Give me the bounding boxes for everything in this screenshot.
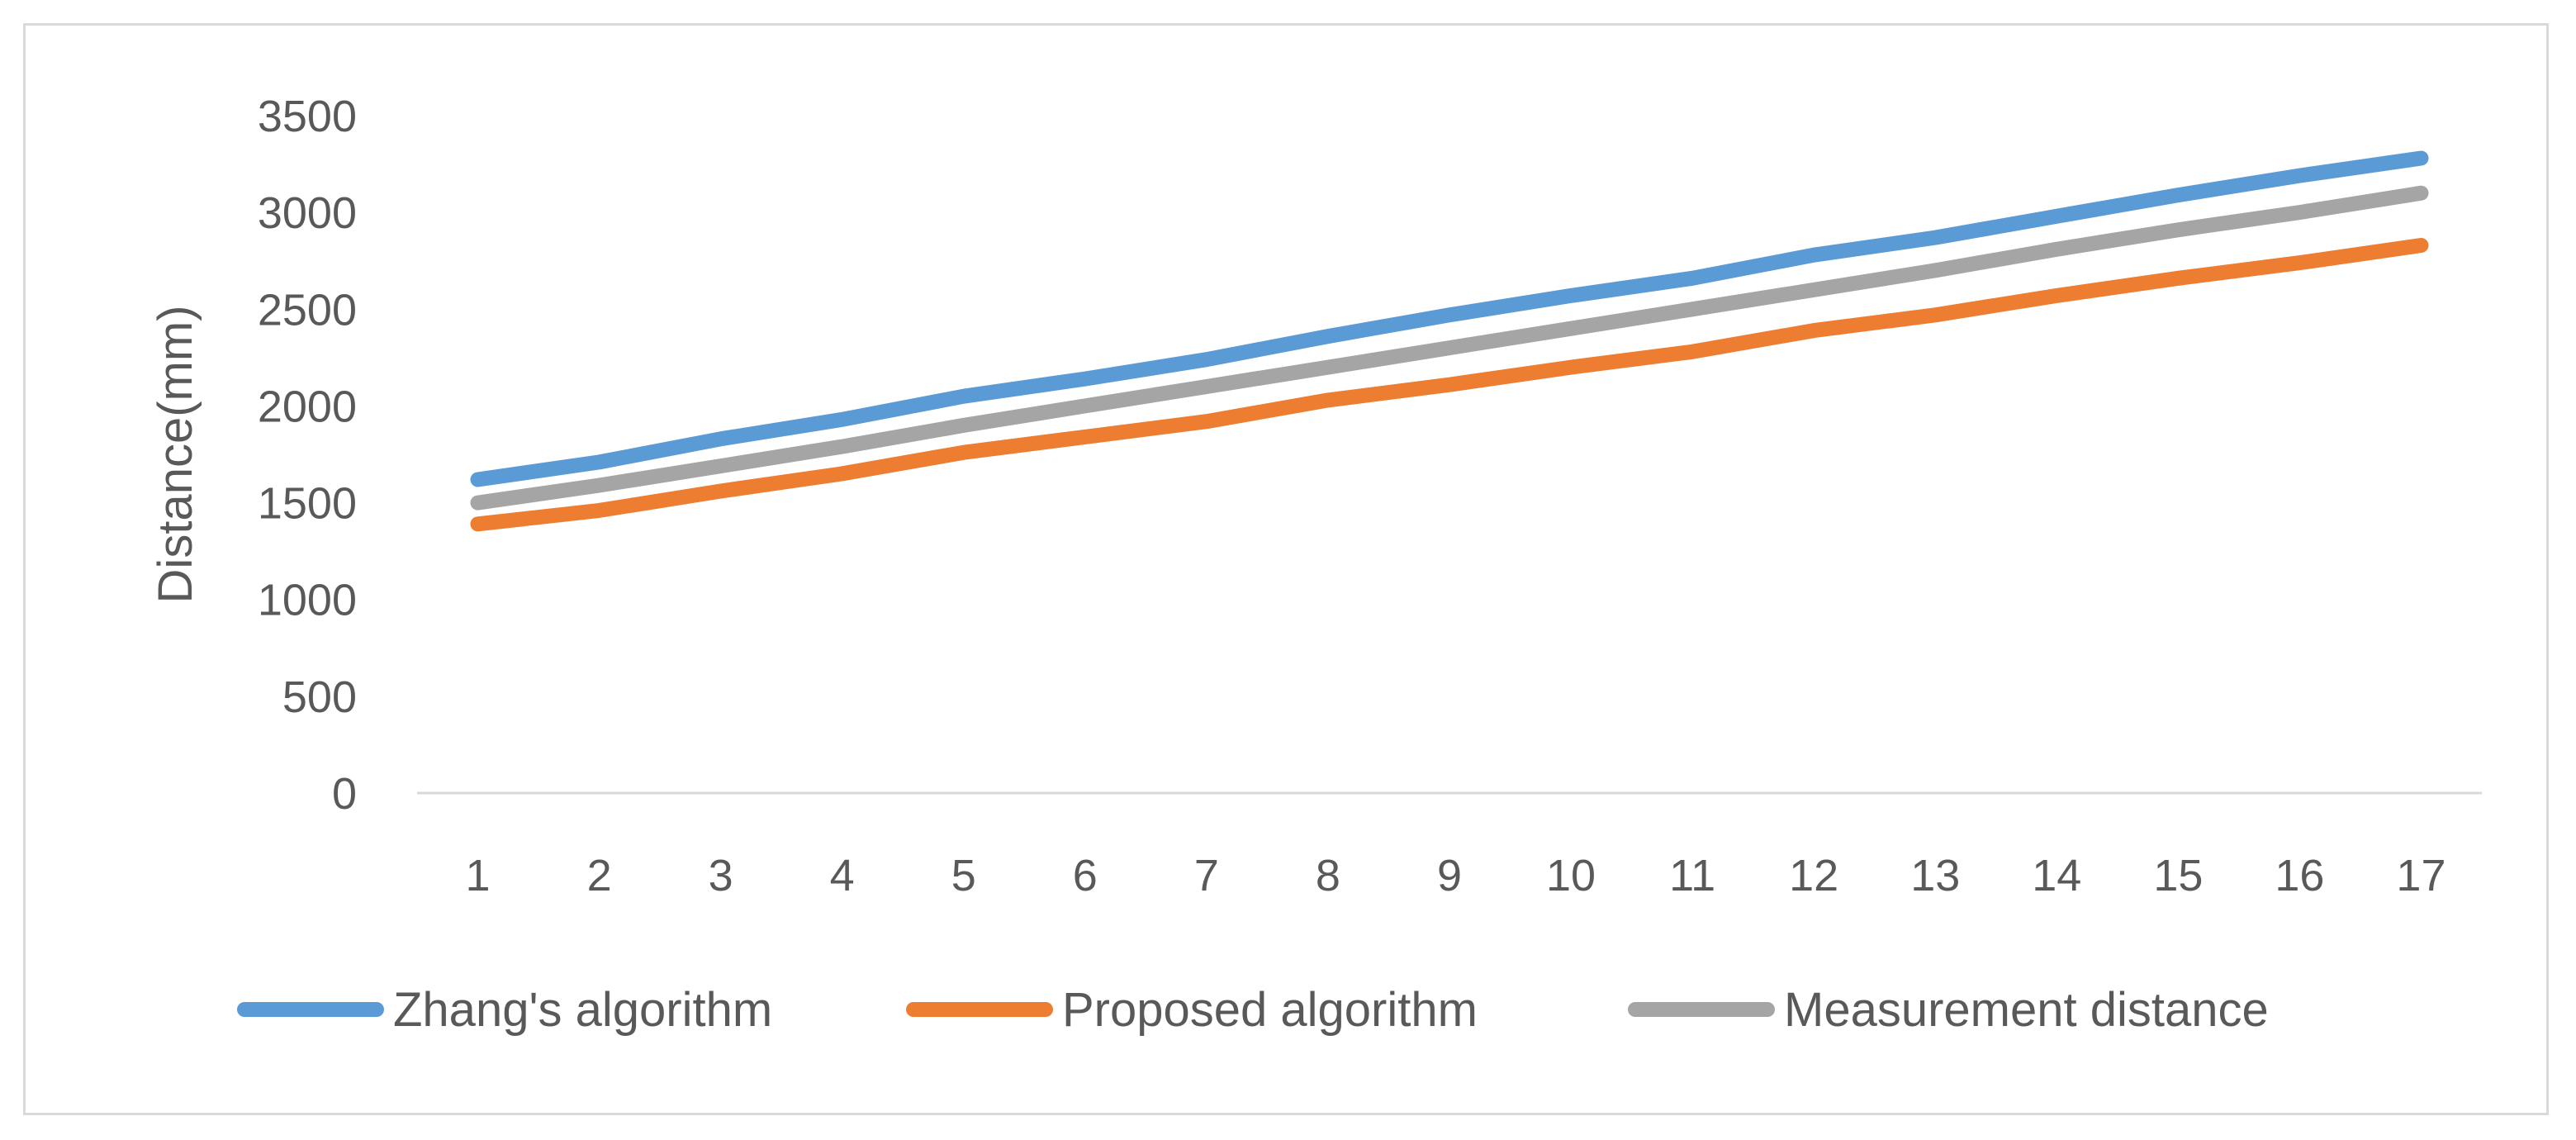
y-axis-title: Distance(mm) xyxy=(149,306,202,604)
x-tick-label: 6 xyxy=(1073,851,1098,900)
legend-label: Measurement distance xyxy=(1784,983,2269,1037)
x-tick-label: 12 xyxy=(1789,851,1838,900)
series-line-1 xyxy=(470,238,2429,532)
x-tick-label: 16 xyxy=(2275,851,2324,900)
legend-label: Zhang's algorithm xyxy=(393,983,772,1037)
x-tick-label: 8 xyxy=(1316,851,1340,900)
x-tick-label: 2 xyxy=(587,851,612,900)
y-tick-label: 2500 xyxy=(258,285,357,335)
series-line-2 xyxy=(470,185,2429,511)
x-tick-label: 13 xyxy=(1910,851,1960,900)
x-tick-label: 14 xyxy=(2032,851,2081,900)
y-tick-label: 0 xyxy=(332,769,357,819)
series-lines xyxy=(470,150,2429,532)
legend: Zhang's algorithm Proposed algorithm Measu… xyxy=(237,983,2269,1037)
series-line-0 xyxy=(470,150,2429,487)
x-tick-label: 7 xyxy=(1194,851,1219,900)
x-tick-label: 9 xyxy=(1437,851,1462,900)
y-tick-label: 2000 xyxy=(258,382,357,431)
y-tick-label: 1500 xyxy=(258,479,357,529)
y-tick-label: 3500 xyxy=(258,92,357,141)
x-tick-label: 3 xyxy=(709,851,733,900)
y-axis-title-group: Distance(mm) xyxy=(149,306,202,604)
y-tick-label: 500 xyxy=(282,672,357,722)
y-axis-tick-labels: 0 500 1000 1500 2000 2500 3000 3500 xyxy=(258,92,357,819)
x-tick-label: 11 xyxy=(1669,851,1715,900)
y-tick-label: 1000 xyxy=(258,576,357,625)
x-tick-label: 4 xyxy=(830,851,855,900)
x-tick-label: 5 xyxy=(951,851,976,900)
x-tick-label: 17 xyxy=(2396,851,2446,900)
y-tick-label: 3000 xyxy=(258,188,357,238)
legend-label: Proposed algorithm xyxy=(1062,983,1478,1037)
x-tick-label: 15 xyxy=(2153,851,2203,900)
x-axis-tick-labels: 1 2 3 4 5 6 7 8 9 10 11 12 13 14 15 16 17 xyxy=(466,851,2446,900)
x-tick-label: 10 xyxy=(1546,851,1596,900)
x-tick-label: 1 xyxy=(466,851,491,900)
